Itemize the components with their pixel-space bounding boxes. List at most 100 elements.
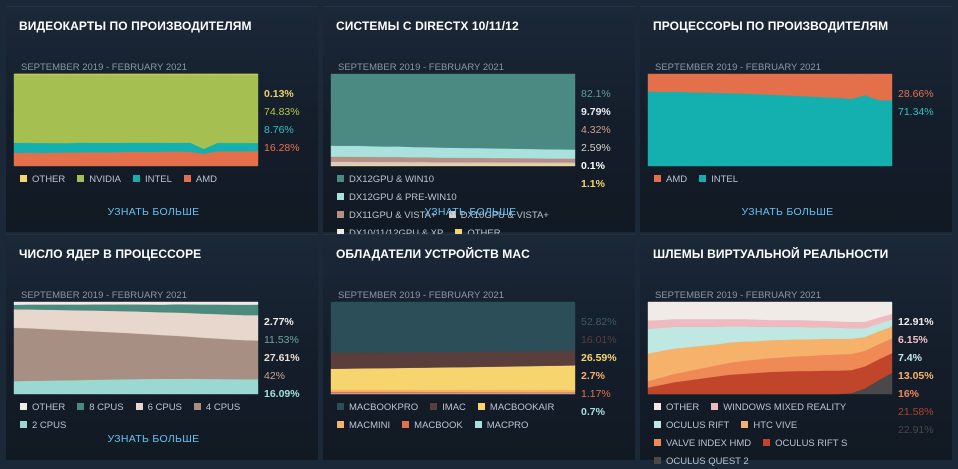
legend-swatch — [699, 175, 706, 182]
legend-label: OTHER — [666, 402, 699, 413]
legend-swatch — [20, 421, 27, 428]
legend-swatch — [654, 175, 661, 182]
learn-more-link[interactable]: УЗНАТЬ БОЛЬШЕ — [640, 206, 935, 218]
value-label: 7.4% — [898, 349, 934, 367]
legend-swatch — [136, 403, 143, 410]
value-label: 1.1% — [581, 175, 611, 193]
learn-more-link[interactable]: УЗНАТЬ БОЛЬШЕ — [6, 206, 301, 218]
legend-label: 8 CPUS — [89, 402, 123, 413]
legend-label: MACBOOK — [414, 420, 463, 431]
area-series-dx12gpu-win10 — [331, 74, 575, 150]
area-series-macbookair — [331, 365, 575, 390]
legend-swatch — [654, 403, 661, 410]
legend-item-macmini: MACMINI — [337, 420, 390, 431]
legend-label: NVIDIA — [89, 174, 121, 185]
value-label: 11.53% — [264, 331, 300, 349]
area-series-intel — [648, 91, 892, 166]
value-label: 2.7% — [581, 367, 617, 385]
area-chart-gpu — [14, 74, 258, 166]
latest-values: 52.82%16.01%26.59%2.7%1.17%0.7% — [581, 313, 617, 421]
value-label: 22.91% — [898, 421, 934, 439]
panel-cpu-cores: ЧИСЛО ЯДЕР В ПРОЦЕССОРЕ SEPTEMBER 2019 -… — [6, 234, 318, 460]
value-label: 0.7% — [581, 403, 617, 421]
latest-values: 0.13%74.83%8.76%16.28% — [264, 85, 300, 157]
legend-label: AMD — [196, 174, 217, 185]
legend-item-2-cpus: 2 CPUS — [20, 420, 66, 431]
legend-swatch — [654, 457, 661, 464]
value-label: 6.15% — [898, 331, 934, 349]
value-label: 2.59% — [581, 139, 611, 157]
value-label: 1.17% — [581, 385, 617, 403]
legend-item-macbookpro: MACBOOKPRO — [337, 402, 418, 413]
legend-swatch — [337, 193, 344, 200]
area-chart-directx — [331, 74, 575, 166]
legend-label: INTEL — [711, 174, 738, 185]
legend-item-amd: AMD — [184, 174, 217, 185]
legend-item-other: OTHER — [654, 402, 699, 413]
area-series-other — [14, 302, 258, 305]
latest-values: 28.66%71.34% — [898, 85, 934, 121]
legend-swatch — [20, 175, 27, 182]
legend-item-macbookair: MACBOOKAIR — [478, 402, 554, 413]
value-label: 26.59% — [581, 349, 617, 367]
legend-label: INTEL — [145, 174, 172, 185]
panel-title: ПРОЦЕССОРЫ ПО ПРОИЗВОДИТЕЛЯМ — [653, 19, 888, 33]
panel-title: ОБЛАДАТЕЛИ УСТРОЙСТВ MAC — [336, 247, 530, 261]
period-label: SEPTEMBER 2019 - FEBRUARY 2021 — [655, 62, 821, 73]
legend-item-oculus-rift: OCULUS RIFT — [654, 420, 729, 431]
legend-item-other: OTHER — [20, 174, 65, 185]
panel-gpu-vendors: ВИДЕОКАРТЫ ПО ПРОИЗВОДИТЕЛЯМ SEPTEMBER 2… — [6, 6, 318, 232]
legend-swatch — [337, 175, 344, 182]
period-label: SEPTEMBER 2019 - FEBRUARY 2021 — [338, 62, 504, 73]
panel-title: ВИДЕОКАРТЫ ПО ПРОИЗВОДИТЕЛЯМ — [19, 19, 252, 33]
legend-swatch — [184, 175, 191, 182]
area-series-nvidia — [14, 74, 258, 149]
legend-label: IMAC — [442, 402, 466, 413]
legend-swatch — [20, 403, 27, 410]
value-label: 82.1% — [581, 85, 611, 103]
legend-item-4-cpus: 4 CPUS — [194, 402, 240, 413]
panel-directx: СИСТЕМЫ С DIRECTX 10/11/12 SEPTEMBER 201… — [323, 6, 635, 232]
legend-item-macpro: MACPRO — [475, 420, 529, 431]
legend-label: OCULUS RIFT — [666, 420, 729, 431]
value-label: 0.1% — [581, 157, 611, 175]
legend-label: VALVE INDEX HMD — [666, 438, 751, 449]
area-chart-vr — [648, 302, 892, 394]
value-label: 13.05% — [898, 367, 934, 385]
legend-item-intel: INTEL — [699, 174, 738, 185]
legend-label: DX12GPU & WIN10 — [349, 174, 434, 185]
value-label: 0.13% — [264, 85, 300, 103]
chart-legend: OTHER 8 CPUS 6 CPUS 4 CPUS 2 CPUS — [20, 397, 260, 433]
legend-label: MACMINI — [349, 420, 390, 431]
legend-label: OCULUS QUEST 2 — [666, 456, 749, 467]
legend-item-windows-mixed-reality: WINDOWS MIXED REALITY — [711, 402, 846, 413]
legend-swatch — [475, 421, 482, 428]
area-chart-mac — [331, 302, 575, 394]
value-label: 2.77% — [264, 313, 300, 331]
legend-swatch — [741, 421, 748, 428]
legend-label: 2 CPUS — [32, 420, 66, 431]
legend-item-8-cpus: 8 CPUS — [77, 402, 123, 413]
legend-swatch — [430, 403, 437, 410]
legend-item-amd: AMD — [654, 174, 687, 185]
panel-title: ШЛЕМЫ ВИРТУАЛЬНОЙ РЕАЛЬНОСТИ — [653, 247, 888, 261]
value-label: 16% — [898, 385, 934, 403]
area-series-imac — [331, 351, 575, 369]
value-label: 8.76% — [264, 121, 300, 139]
legend-swatch — [133, 175, 140, 182]
value-label: 21.58% — [898, 403, 934, 421]
learn-more-link[interactable]: УЗНАТЬ БОЛЬШЕ — [6, 433, 301, 445]
legend-item-intel: INTEL — [133, 174, 172, 185]
period-label: SEPTEMBER 2019 - FEBRUARY 2021 — [655, 290, 821, 301]
legend-label: 6 CPUS — [148, 402, 182, 413]
area-series-macbookpro — [331, 302, 575, 353]
value-label: 9.79% — [581, 103, 611, 121]
value-label: 52.82% — [581, 313, 617, 331]
legend-label: OTHER — [32, 402, 65, 413]
legend-label: MACPRO — [487, 420, 529, 431]
legend-swatch — [337, 421, 344, 428]
learn-more-link[interactable]: УЗНАТЬ БОЛЬШЕ — [323, 206, 618, 218]
legend-swatch — [763, 439, 770, 446]
legend-item-valve-index-hmd: VALVE INDEX HMD — [654, 438, 751, 449]
